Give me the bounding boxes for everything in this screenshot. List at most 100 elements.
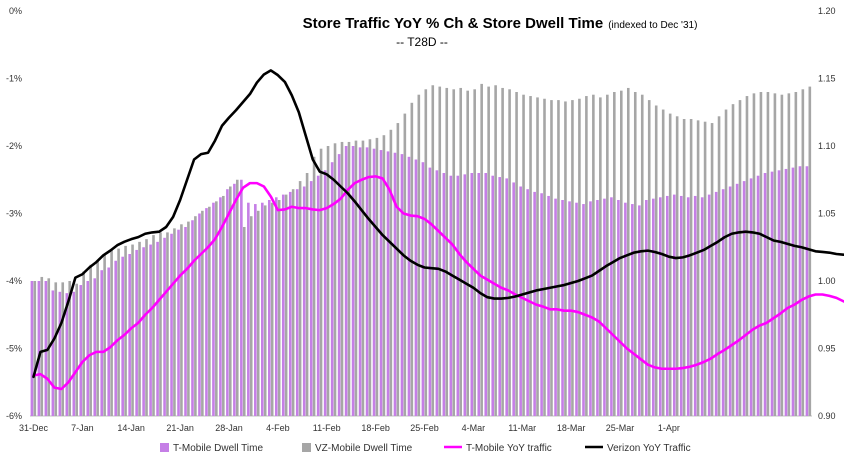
legend-item: T-Mobile Dwell Time: [160, 443, 263, 454]
tmobile-dwell-bar: [233, 183, 236, 416]
tmobile-dwell-bar: [777, 170, 781, 416]
tmobile-dwell-bar: [498, 177, 501, 416]
tmobile-dwell-bar: [316, 175, 320, 416]
vz-dwell-bar: [620, 90, 623, 417]
tmobile-dwell-bar: [72, 291, 76, 416]
tmobile-dwell-bar: [44, 281, 48, 416]
chart-title-note: (indexed to Dec '31): [608, 20, 697, 31]
tmobile-dwell-bar: [212, 202, 215, 416]
tmobile-dwell-bar: [714, 191, 718, 416]
legend-item: Verizon YoY Traffic: [585, 443, 691, 454]
tmobile-dwell-bar: [274, 197, 278, 416]
tmobile-dwell-bar: [456, 175, 460, 416]
left-axis-tick-label: -4%: [6, 276, 22, 286]
vz-dwell-bar: [571, 100, 574, 416]
tmobile-dwell-bar: [170, 233, 173, 416]
vz-dwell-bar: [375, 137, 379, 416]
vz-dwell-bar: [640, 94, 644, 416]
vz-dwell-bar: [508, 89, 511, 417]
tmobile-dwell-bar: [30, 281, 34, 416]
tmobile-dwell-bar: [561, 200, 564, 416]
vz-dwell-bar: [340, 141, 344, 416]
bar-layer: [30, 83, 812, 417]
vz-dwell-bar: [459, 87, 463, 416]
vz-dwell-bar: [773, 93, 777, 416]
tmobile-dwell-bar: [652, 198, 655, 416]
vz-dwell-bar: [270, 202, 274, 416]
vz-dwell-bar: [494, 85, 497, 416]
vz-dwell-bar: [550, 100, 553, 416]
tmobile-dwell-bar: [386, 151, 390, 416]
tmobile-dwell-bar: [484, 173, 488, 416]
tmobile-dwell-bar: [756, 175, 760, 416]
vz-dwell-bar: [215, 201, 218, 416]
tmobile-dwell-bar: [414, 159, 418, 416]
tmobile-dwell-bar: [261, 202, 264, 416]
vz-dwell-bar: [417, 94, 421, 416]
vz-dwell-bar: [480, 83, 483, 417]
vz-dwell-bar: [766, 92, 770, 416]
vz-dwell-bar: [235, 179, 239, 416]
tmobile-dwell-bar: [226, 189, 229, 416]
left-axis-tick-label: -3%: [6, 209, 22, 219]
tmobile-dwell-bar: [407, 156, 411, 417]
vz-dwell-bar: [229, 186, 232, 416]
vz-dwell-bar: [431, 85, 435, 416]
x-axis-tick-label: 25-Feb: [410, 423, 439, 433]
vz-dwell-bar: [145, 239, 148, 416]
vz-dwell-bar: [487, 86, 490, 416]
tmobile-dwell-bar: [156, 241, 159, 416]
tmobile-dwell-bar: [100, 270, 104, 416]
tmobile-dwell-bar: [700, 197, 704, 416]
tmobile-traffic-line: [32, 175, 844, 391]
tmobile-dwell-bar: [791, 167, 795, 416]
tmobile-dwell-bar: [198, 213, 201, 416]
vz-dwell-bar: [689, 119, 693, 416]
tmobile-dwell-bar: [610, 197, 613, 416]
tmobile-dwell-bar: [400, 154, 404, 416]
tmobile-dwell-bar: [686, 197, 690, 416]
x-axis-tick-label: 11-Mar: [508, 423, 536, 433]
vz-dwell-bar: [787, 93, 791, 416]
tmobile-dwell-bar: [749, 178, 753, 416]
tmobile-dwell-bar: [219, 197, 222, 416]
vz-dwell-bar: [201, 210, 204, 416]
tmobile-dwell-bar: [679, 195, 683, 416]
tmobile-dwell-bar: [624, 202, 627, 416]
vz-dwell-bar: [354, 140, 358, 416]
tmobile-dwell-bar: [65, 293, 69, 416]
vz-dwell-bar: [298, 181, 302, 416]
vz-dwell-bar: [187, 221, 190, 416]
vz-dwell-bar: [438, 86, 442, 416]
x-axis-tick-label: 1-Apr: [658, 423, 680, 433]
chart-subtitle: -- T28D --: [396, 35, 448, 49]
vz-dwell-bar: [124, 245, 127, 416]
vz-dwell-bar: [33, 281, 37, 416]
vz-dwell-bar: [75, 283, 78, 416]
tmobile-dwell-bar: [142, 247, 145, 416]
vz-dwell-bar: [647, 100, 651, 416]
tmobile-dwell-bar: [288, 191, 292, 416]
line-layer: [32, 69, 844, 391]
vz-dwell-bar: [410, 102, 414, 417]
legend: T-Mobile Dwell Time VZ-Mobile Dwell Time T…: [160, 443, 691, 454]
tmobile-dwell-bar: [302, 186, 306, 416]
tmobile-dwell-bar: [37, 281, 41, 416]
vz-dwell-bar: [745, 96, 749, 417]
vz-dwell-bar: [515, 92, 518, 416]
vz-dwell-bar: [794, 92, 798, 416]
tmobile-dwell-bar: [135, 249, 138, 416]
x-axis-tick-label: 18-Feb: [361, 423, 390, 433]
vz-dwell-bar: [668, 113, 672, 416]
tmobile-dwell-bar: [184, 227, 187, 416]
tmobile-dwell-bar: [721, 189, 725, 416]
vz-dwell-bar: [522, 94, 525, 416]
tmobile-dwell-bar: [568, 201, 571, 416]
vz-dwell-bar: [131, 244, 134, 416]
tmobile-dwell-bar: [540, 193, 543, 416]
vz-dwell-bar: [305, 173, 309, 416]
tmobile-dwell-bar: [512, 182, 515, 416]
tmobile-dwell-bar: [358, 147, 362, 416]
vz-dwell-bar: [326, 146, 330, 416]
vz-dwell-bar: [466, 90, 469, 417]
